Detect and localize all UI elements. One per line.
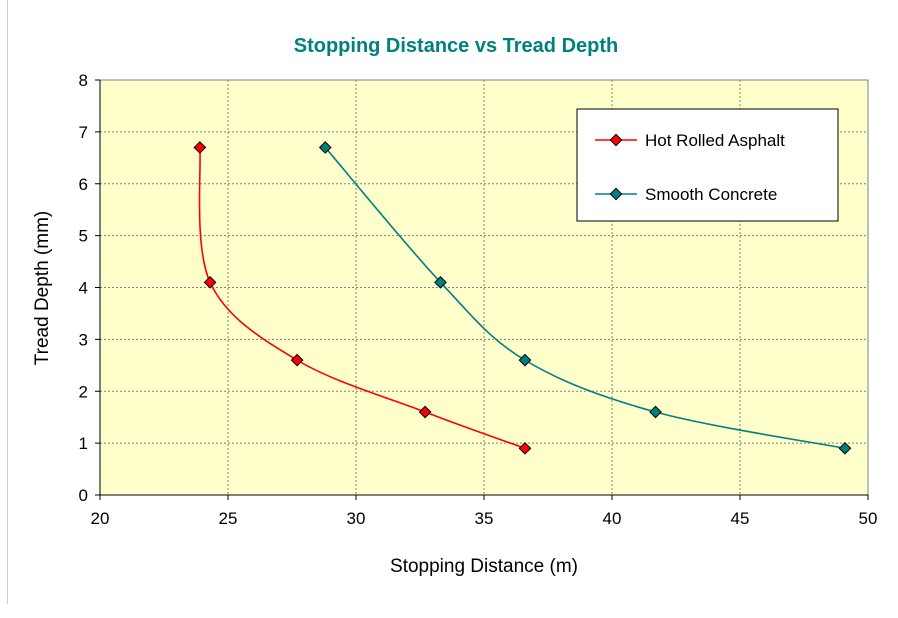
y-tick-label: 0 (79, 486, 88, 505)
chart-title: Stopping Distance vs Tread Depth (294, 35, 619, 57)
left-border-rule (7, 0, 8, 604)
data-point-hot-rolled-asphalt (518, 441, 532, 455)
x-tick-label: 30 (347, 509, 366, 528)
data-point-smooth-concrete (649, 405, 662, 419)
x-tick-label: 50 (859, 509, 878, 528)
legend-label-smooth-concrete: Smooth Concrete (645, 185, 777, 204)
y-tick-label: 1 (79, 434, 88, 453)
y-tick-label: 5 (79, 227, 88, 246)
data-point-hot-rolled-asphalt (193, 141, 207, 154)
series-layer (193, 141, 852, 455)
y-tick-label: 4 (79, 279, 88, 298)
data-point-smooth-concrete (838, 441, 852, 455)
data-point-smooth-concrete (318, 141, 332, 154)
x-axis-label: Stopping Distance (m) (390, 556, 578, 577)
x-tick-label: 40 (603, 509, 622, 528)
legend-box (576, 108, 839, 222)
x-tick-label: 35 (475, 509, 494, 528)
y-tick-label: 3 (79, 330, 88, 349)
data-point-smooth-concrete (518, 353, 532, 367)
legend-marker-smooth-concrete (609, 187, 623, 201)
y-tick-label: 2 (79, 382, 88, 401)
data-point-hot-rolled-asphalt (290, 353, 304, 367)
x-tick-label: 45 (731, 509, 750, 528)
legend: Hot Rolled Asphalt Smooth Concrete (576, 108, 839, 222)
legend-label-hot-rolled-asphalt: Hot Rolled Asphalt (645, 131, 785, 150)
y-tick-label: 7 (79, 123, 88, 142)
y-tick-label: 6 (79, 175, 88, 194)
data-point-hot-rolled-asphalt (418, 405, 432, 419)
legend-marker-hot-rolled-asphalt (609, 133, 623, 147)
x-tick-label: 20 (91, 509, 110, 528)
data-point-smooth-concrete (434, 275, 447, 289)
x-tick-label: 25 (219, 509, 238, 528)
y-tick-label: 8 (79, 71, 88, 90)
y-axis-label: Tread Depth (mm) (32, 211, 53, 366)
data-point-hot-rolled-asphalt (203, 275, 217, 289)
